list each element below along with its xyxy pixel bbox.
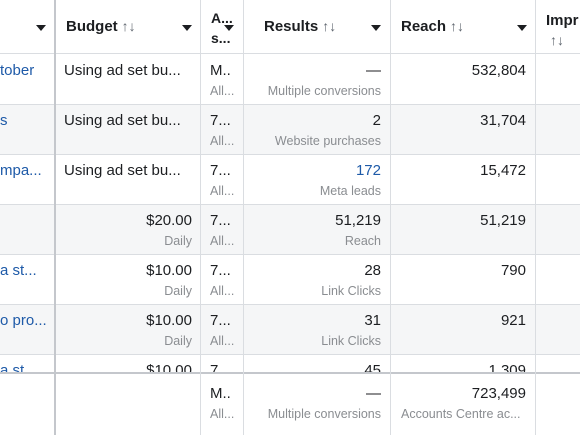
results-value[interactable]: 2	[250, 112, 381, 129]
budget-value: $10.00	[146, 262, 192, 279]
reach-value: 15,472	[480, 162, 526, 179]
totals-results-type: Multiple conversions	[267, 407, 381, 421]
attribution-sub: All...	[210, 234, 235, 248]
budget-period: Daily	[164, 234, 192, 248]
results-type: Reach	[344, 234, 381, 248]
sort-icon[interactable]: ↑↓	[550, 32, 564, 48]
attribution-value: 7	[210, 362, 219, 379]
totals-reach-text[interactable]: 723,499	[471, 385, 526, 402]
attribution-sub: All...	[210, 334, 235, 348]
reach-header-label: Reach	[401, 18, 447, 35]
totals-reach-sub: Accounts Centre ac...	[401, 407, 521, 421]
budget-value: Using ad set bu...	[64, 62, 181, 79]
column-header-reach[interactable]: Reach ↑↓	[391, 0, 535, 54]
results-value-link[interactable]: 172	[355, 162, 381, 179]
totals-attribution-value: M..	[210, 385, 231, 402]
column-header-results[interactable]: Results ↑↓	[244, 0, 390, 54]
sort-icon[interactable]: ↑↓	[322, 18, 337, 34]
results-type: Meta leads	[319, 184, 381, 198]
totals-row	[0, 372, 580, 435]
attribution-header-label: A...	[211, 10, 233, 26]
results-type: Link Clicks	[321, 284, 381, 298]
reach-value: 532,804	[471, 62, 526, 79]
column-header-impressions[interactable]: Impr ↑↓	[536, 0, 580, 54]
budget-value: Using ad set bu...	[64, 162, 181, 179]
attribution-value: 7...	[210, 162, 231, 179]
results-type: Link Clicks	[321, 334, 381, 348]
column-header-attribution[interactable]: A... s...	[201, 0, 243, 54]
chevron-down-icon[interactable]	[224, 25, 234, 31]
column-header-name[interactable]	[0, 0, 54, 54]
column-header-budget[interactable]: Budget ↑↓	[56, 0, 200, 54]
results-value: 28	[364, 262, 381, 279]
results-value: 31	[364, 312, 381, 329]
campaign-name-link[interactable]: tober	[0, 62, 35, 79]
budget-period: Daily	[164, 284, 192, 298]
attribution-value: 7...	[210, 212, 231, 229]
results-header-label: Results	[264, 18, 319, 35]
attribution-sub: All...	[210, 284, 235, 298]
chevron-down-icon[interactable]	[182, 25, 192, 31]
budget-value: Using ad set bu...	[64, 112, 181, 129]
results-value: 51,219	[335, 212, 381, 229]
chevron-down-icon[interactable]	[371, 25, 381, 31]
table-row[interactable]	[0, 104, 580, 154]
budget-value: $20.00	[146, 212, 192, 229]
totals-results-value: —	[366, 385, 381, 402]
budget-period: Daily	[164, 334, 192, 348]
results-type: Multiple conversions	[267, 84, 381, 98]
totals-attribution-sub: All...	[210, 407, 235, 421]
attribution-value: M..	[210, 62, 231, 79]
campaign-name-link[interactable]: s	[0, 112, 8, 129]
attribution-value: 7...	[210, 112, 231, 129]
budget-header-label: Budget	[66, 18, 118, 35]
table-row[interactable]	[0, 304, 580, 354]
budget-value: $10.00	[146, 312, 192, 329]
attribution-sub: All...	[210, 134, 235, 148]
campaign-name-link[interactable]: a st...	[0, 262, 37, 279]
results-type: Website purchases	[274, 134, 381, 148]
campaign-name-link[interactable]: o pro...	[0, 312, 47, 329]
table-row[interactable]	[0, 204, 580, 254]
results-value: —	[366, 62, 381, 79]
results-value-text[interactable]: 2	[372, 112, 381, 129]
attribution-sub: All...	[210, 184, 235, 198]
attribution-value: 7...	[210, 262, 231, 279]
attribution-sub: All...	[210, 84, 235, 98]
totals-reach-value[interactable]: 723,499	[395, 385, 526, 402]
chevron-down-icon[interactable]	[36, 25, 46, 31]
reach-value: 31,704	[480, 112, 526, 129]
sort-icon[interactable]: ↑↓	[121, 18, 136, 34]
campaign-name-link[interactable]: mpa...	[0, 162, 42, 179]
reach-value: 51,219	[480, 212, 526, 229]
impressions-header-label: Impr	[546, 12, 579, 29]
attribution-header-sub: s...	[211, 30, 231, 46]
attribution-value: 7...	[210, 312, 231, 329]
sort-icon[interactable]: ↑↓	[450, 18, 465, 34]
reach-value: 921	[500, 312, 526, 329]
chevron-down-icon[interactable]	[517, 25, 527, 31]
reach-value: 790	[500, 262, 526, 279]
results-value[interactable]: 172	[250, 162, 381, 179]
